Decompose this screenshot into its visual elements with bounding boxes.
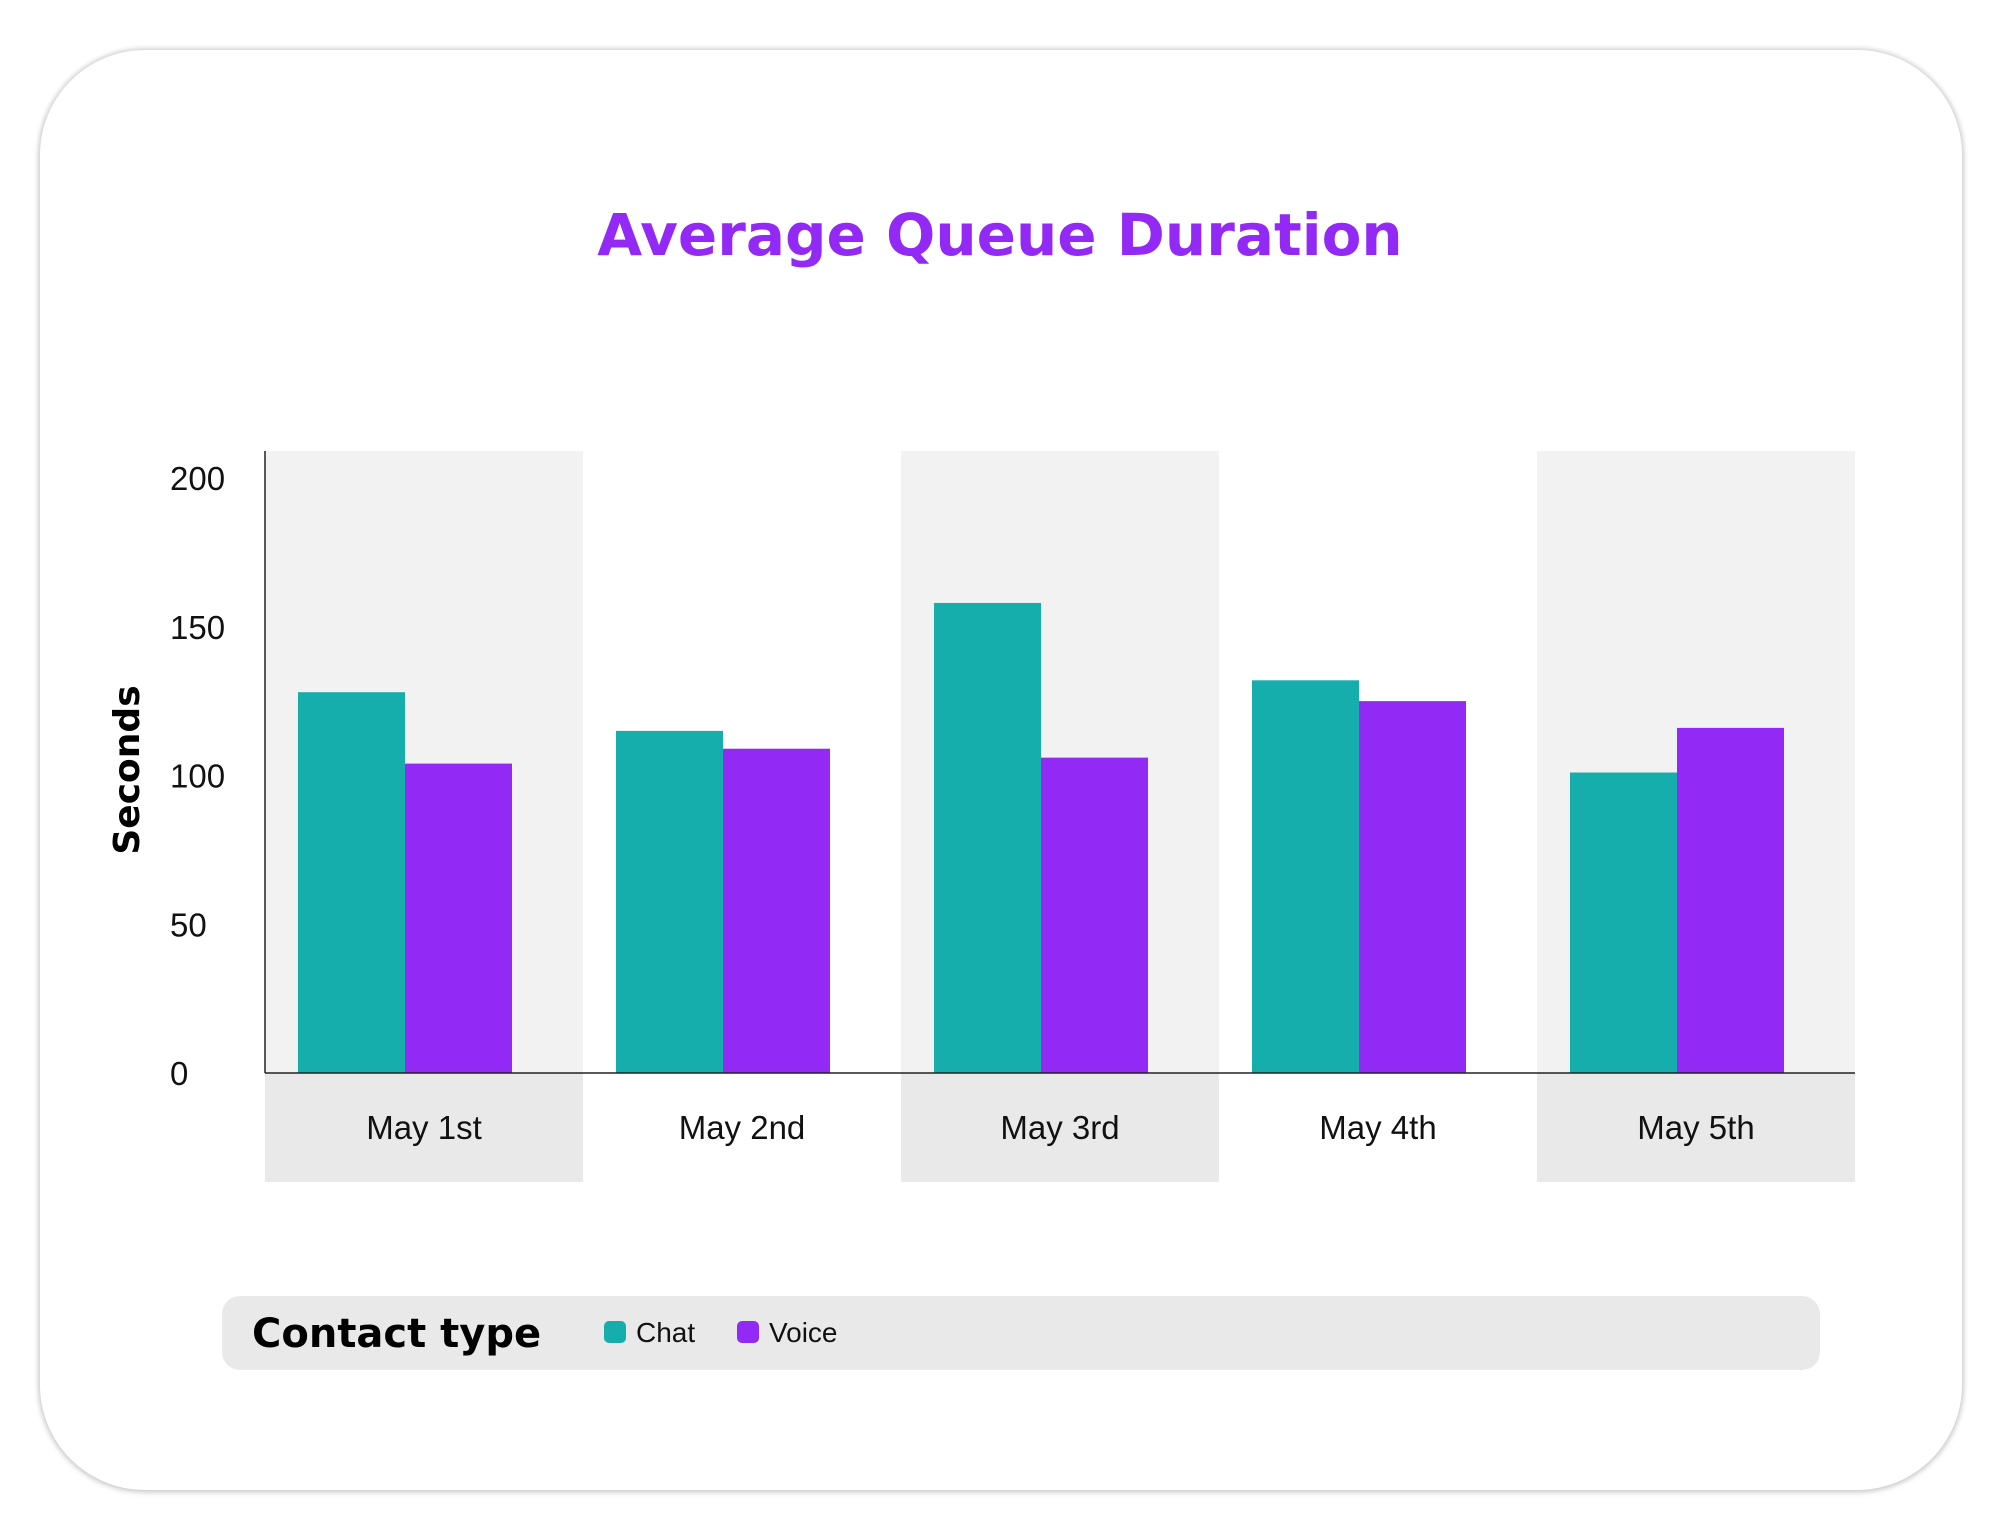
x-tick-bands (265, 1073, 1855, 1182)
y-tick-label: 50 (170, 906, 207, 943)
bars (298, 602, 1784, 1073)
legend-swatch-voice (737, 1321, 759, 1343)
y-tick-label: 200 (170, 460, 225, 497)
x-tick-label: May 3rd (1000, 1109, 1119, 1146)
x-tick-labels: May 1st May 2nd May 3rd May 4th May 5th (366, 1109, 1754, 1146)
bar-chat-4 (1252, 680, 1359, 1073)
bar-voice-2 (723, 748, 830, 1073)
y-tick-labels: 0 50 100 150 200 (170, 460, 225, 1092)
legend-swatch-chat (604, 1321, 626, 1343)
x-tick-label: May 2nd (679, 1109, 806, 1146)
legend-items: Chat Voice (604, 1317, 838, 1348)
y-axis-label: Seconds (107, 685, 148, 854)
legend-title: Contact type (252, 1311, 541, 1357)
legend-label-chat: Chat (636, 1317, 695, 1348)
x-tick-label: May 1st (366, 1109, 482, 1146)
chart-title: Average Queue Duration (597, 201, 1402, 269)
legend-background (222, 1296, 1820, 1370)
x-tick-label: May 4th (1319, 1109, 1436, 1146)
x-tick-label: May 5th (1637, 1109, 1754, 1146)
x-tick-band (265, 1073, 583, 1182)
bar-voice-4 (1359, 701, 1466, 1073)
bar-voice-1 (405, 763, 512, 1073)
axes (264, 451, 1855, 1074)
bar-chat-5 (1570, 772, 1677, 1073)
legend-label-voice: Voice (769, 1317, 838, 1348)
bar-voice-5 (1677, 727, 1784, 1073)
bar-chat-2 (616, 730, 723, 1073)
x-tick-band (1537, 1073, 1855, 1182)
y-tick-label: 100 (170, 758, 225, 795)
bar-chat-3 (934, 602, 1041, 1073)
bar-voice-3 (1041, 757, 1148, 1073)
x-tick-band (901, 1073, 1219, 1182)
y-tick-label: 0 (170, 1055, 188, 1092)
legend: Contact type Chat Voice (222, 1296, 1820, 1370)
y-tick-label: 150 (170, 609, 225, 646)
bar-chat-1 (298, 692, 405, 1073)
